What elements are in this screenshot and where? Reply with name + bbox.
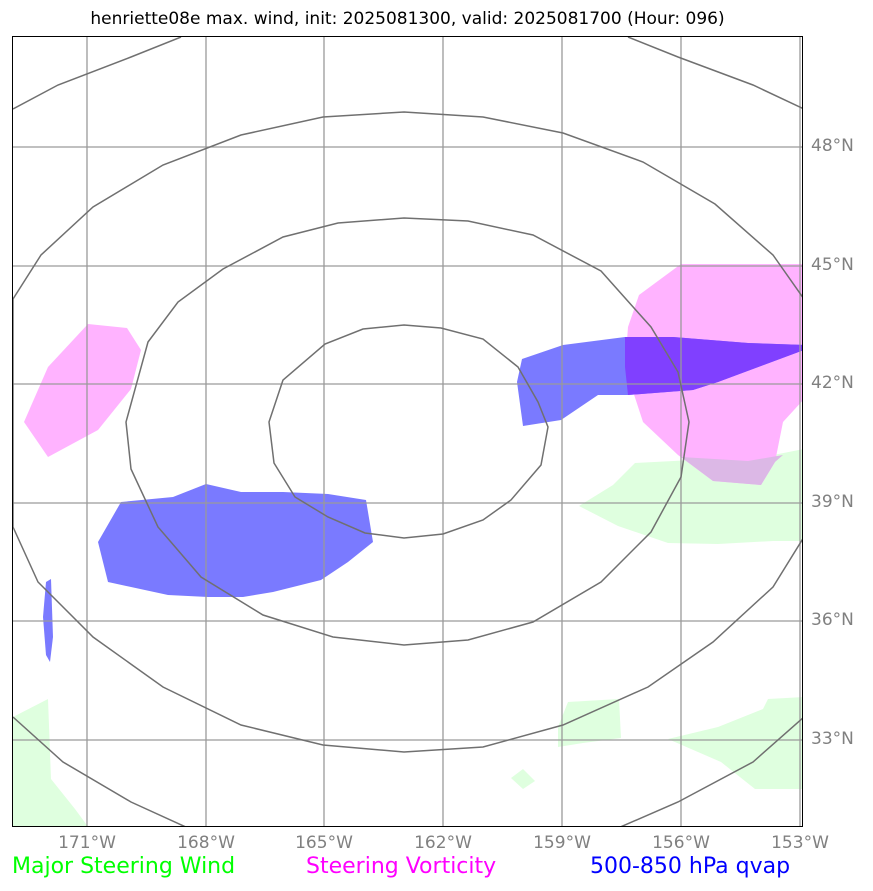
lat-label-42n: 42°N <box>811 373 854 393</box>
wind-area-southeast <box>668 697 802 789</box>
lat-label-36n: 36°N <box>811 610 854 630</box>
vorticity-area-west <box>24 324 141 457</box>
range-ring-3 <box>13 111 802 753</box>
overlap-layer <box>625 337 802 485</box>
range-ring-4-southeast <box>620 717 802 826</box>
lat-label-33n: 33°N <box>811 729 854 749</box>
gridlines <box>13 37 802 826</box>
range-ring-4 <box>13 37 182 110</box>
lon-label-156w: 156°W <box>652 833 710 853</box>
lat-label-45n: 45°N <box>811 255 854 275</box>
lon-label-159w: 159°W <box>533 833 591 853</box>
qvap-area-center <box>98 484 373 597</box>
overlap-area-east <box>625 337 802 395</box>
range-ring-4-south <box>13 716 186 826</box>
range-ring-4-east <box>627 37 802 109</box>
lon-label-165w: 165°W <box>295 833 353 853</box>
map-canvas <box>13 37 802 826</box>
wind-area-southwest <box>13 699 88 826</box>
range-ring-2 <box>125 217 690 646</box>
wind-vorticity-overlap <box>681 455 783 485</box>
lat-label-48n: 48°N <box>811 136 854 156</box>
lon-label-171w: 171°W <box>58 833 116 853</box>
wind-area-south-small <box>558 699 621 747</box>
map-title: henriette08e max. wind, init: 2025081300… <box>90 9 725 29</box>
map-panel <box>12 36 803 827</box>
lon-label-168w: 168°W <box>177 833 235 853</box>
legend-qvap: 500-850 hPa qvap <box>590 854 791 879</box>
range-ring-1 <box>268 324 549 539</box>
lat-label-39n: 39°N <box>811 492 854 512</box>
legend-steering-wind: Major Steering Wind <box>12 854 236 879</box>
lon-label-153w: 153°W <box>771 833 829 853</box>
legend-steering-vorticity: Steering Vorticity <box>306 854 497 879</box>
lon-label-162w: 162°W <box>414 833 472 853</box>
range-rings <box>13 37 802 826</box>
wind-area-south-dot <box>511 769 535 789</box>
